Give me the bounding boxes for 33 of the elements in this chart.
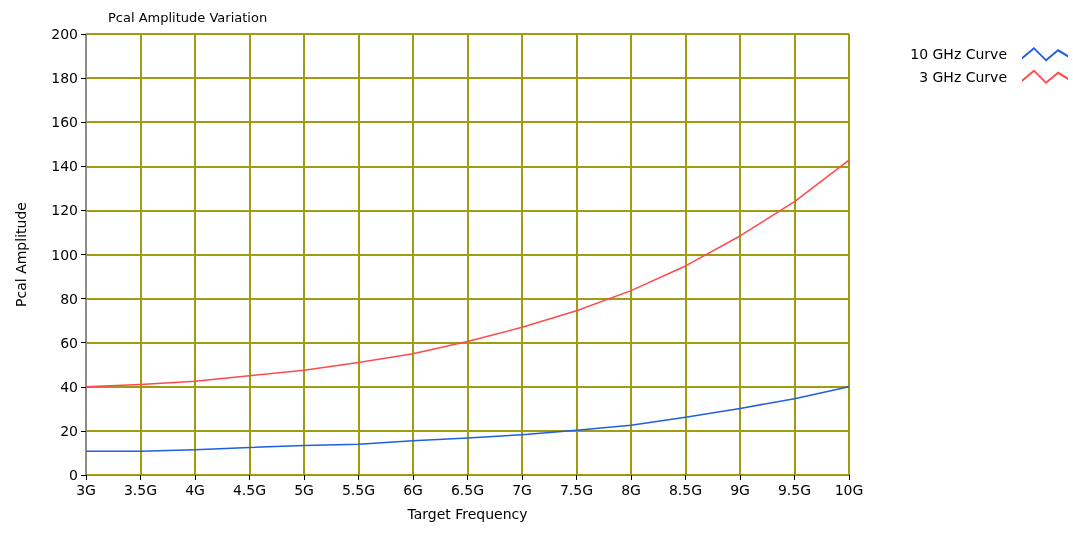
line-series xyxy=(85,159,850,388)
y-tick-label: 200 xyxy=(51,26,78,42)
x-tick-label: 7G xyxy=(512,482,532,498)
legend-label: 3 GHz Curve xyxy=(919,68,1007,85)
y-tick-label: 100 xyxy=(51,246,78,263)
x-tick-label: 5.5G xyxy=(341,482,376,498)
x-tick-label: 3G xyxy=(76,482,96,498)
x-tick-label: 4.5G xyxy=(232,482,267,498)
legend-label: 10 GHz Curve xyxy=(910,46,1007,63)
x-tick-label: 6G xyxy=(403,482,423,498)
y-tick-label: 0 xyxy=(69,467,78,483)
x-tick-label: 8G xyxy=(621,482,641,498)
y-tick-label: 60 xyxy=(60,334,78,351)
y-tick-label: 80 xyxy=(60,290,78,307)
x-tick-label: 3.5G xyxy=(123,482,158,498)
x-tick-label: 4G xyxy=(185,482,205,498)
x-tick-label: 7.5G xyxy=(559,482,594,498)
x-tick-label: 5G xyxy=(294,482,314,498)
y-tick-label: 160 xyxy=(51,114,78,131)
y-tick-label: 20 xyxy=(60,422,78,439)
x-tick-label: 9G xyxy=(730,482,750,498)
x-tick-label: 8.5G xyxy=(668,482,703,498)
x-tick-label: 9.5G xyxy=(777,482,812,498)
y-tick-label: 180 xyxy=(51,70,78,87)
y-tick-label: 40 xyxy=(60,378,78,395)
x-axis-title: Target Frequency xyxy=(406,506,528,522)
x-tick-label: 10G xyxy=(834,482,864,498)
chart-title: Pcal Amplitude Variation xyxy=(108,10,268,25)
x-tick-label: 6.5G xyxy=(450,482,485,498)
y-axis-title: Pcal Amplitude xyxy=(13,202,29,307)
y-tick-label: 120 xyxy=(51,202,78,219)
y-tick-label: 140 xyxy=(51,158,78,175)
line-series xyxy=(85,386,850,452)
